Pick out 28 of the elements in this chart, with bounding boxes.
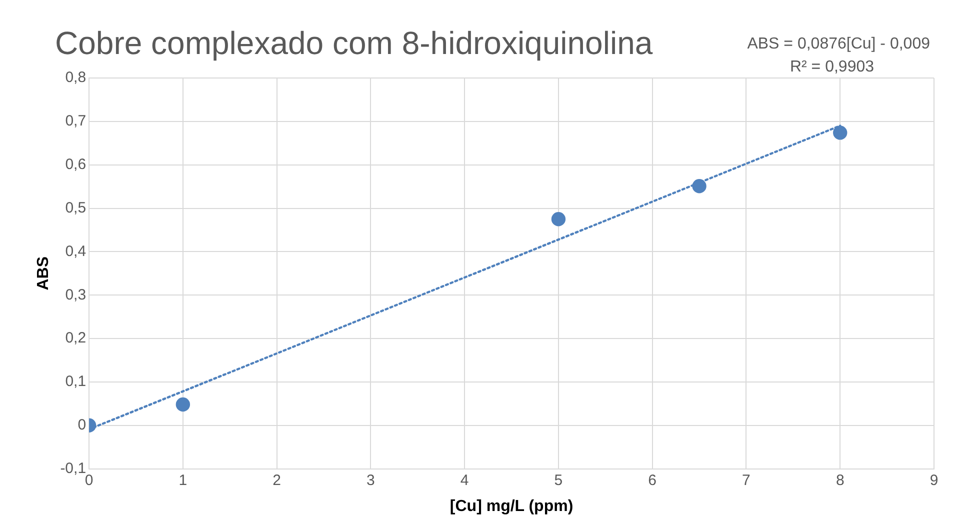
- x-tick-label: 6: [648, 472, 657, 489]
- x-tick-label: 2: [272, 472, 281, 489]
- point: [833, 126, 848, 140]
- y-tick-label: 0,6: [65, 156, 86, 173]
- x-tick-label: 3: [366, 472, 375, 489]
- point: [692, 179, 706, 194]
- x-tick-label: 9: [930, 472, 938, 489]
- x-tick-label: 1: [178, 472, 188, 489]
- y-tick-label: 0,5: [65, 199, 86, 216]
- point: [176, 397, 190, 412]
- x-axis-title: [Cu] mg/L (ppm): [450, 498, 574, 515]
- y-axis-title: ABS: [35, 256, 52, 290]
- y-tick-label: 0,2: [65, 330, 86, 347]
- text: R² = 0,9903: [790, 58, 874, 76]
- y-tick-label: 0,1: [65, 373, 86, 390]
- text: ABS = 0,0876[Cu] - 0,009: [747, 35, 930, 52]
- y-tick-label: 0,7: [65, 112, 86, 130]
- y-tick-label: 0,4: [65, 242, 86, 260]
- x-tick-label: 7: [742, 472, 750, 489]
- y-tick-label: 0,3: [65, 286, 86, 304]
- x-tick-label: 5: [554, 472, 563, 489]
- y-tick-label: 0: [78, 416, 86, 434]
- point: [551, 212, 566, 226]
- chart-title: Cobre complexado com 8-hidroxiquinolina: [55, 24, 653, 61]
- x-tick-label: 4: [460, 472, 469, 489]
- y-tick-label: 0,8: [65, 69, 86, 86]
- x-tick-label: 8: [836, 472, 844, 489]
- y-tick-label: -0,1: [60, 460, 86, 477]
